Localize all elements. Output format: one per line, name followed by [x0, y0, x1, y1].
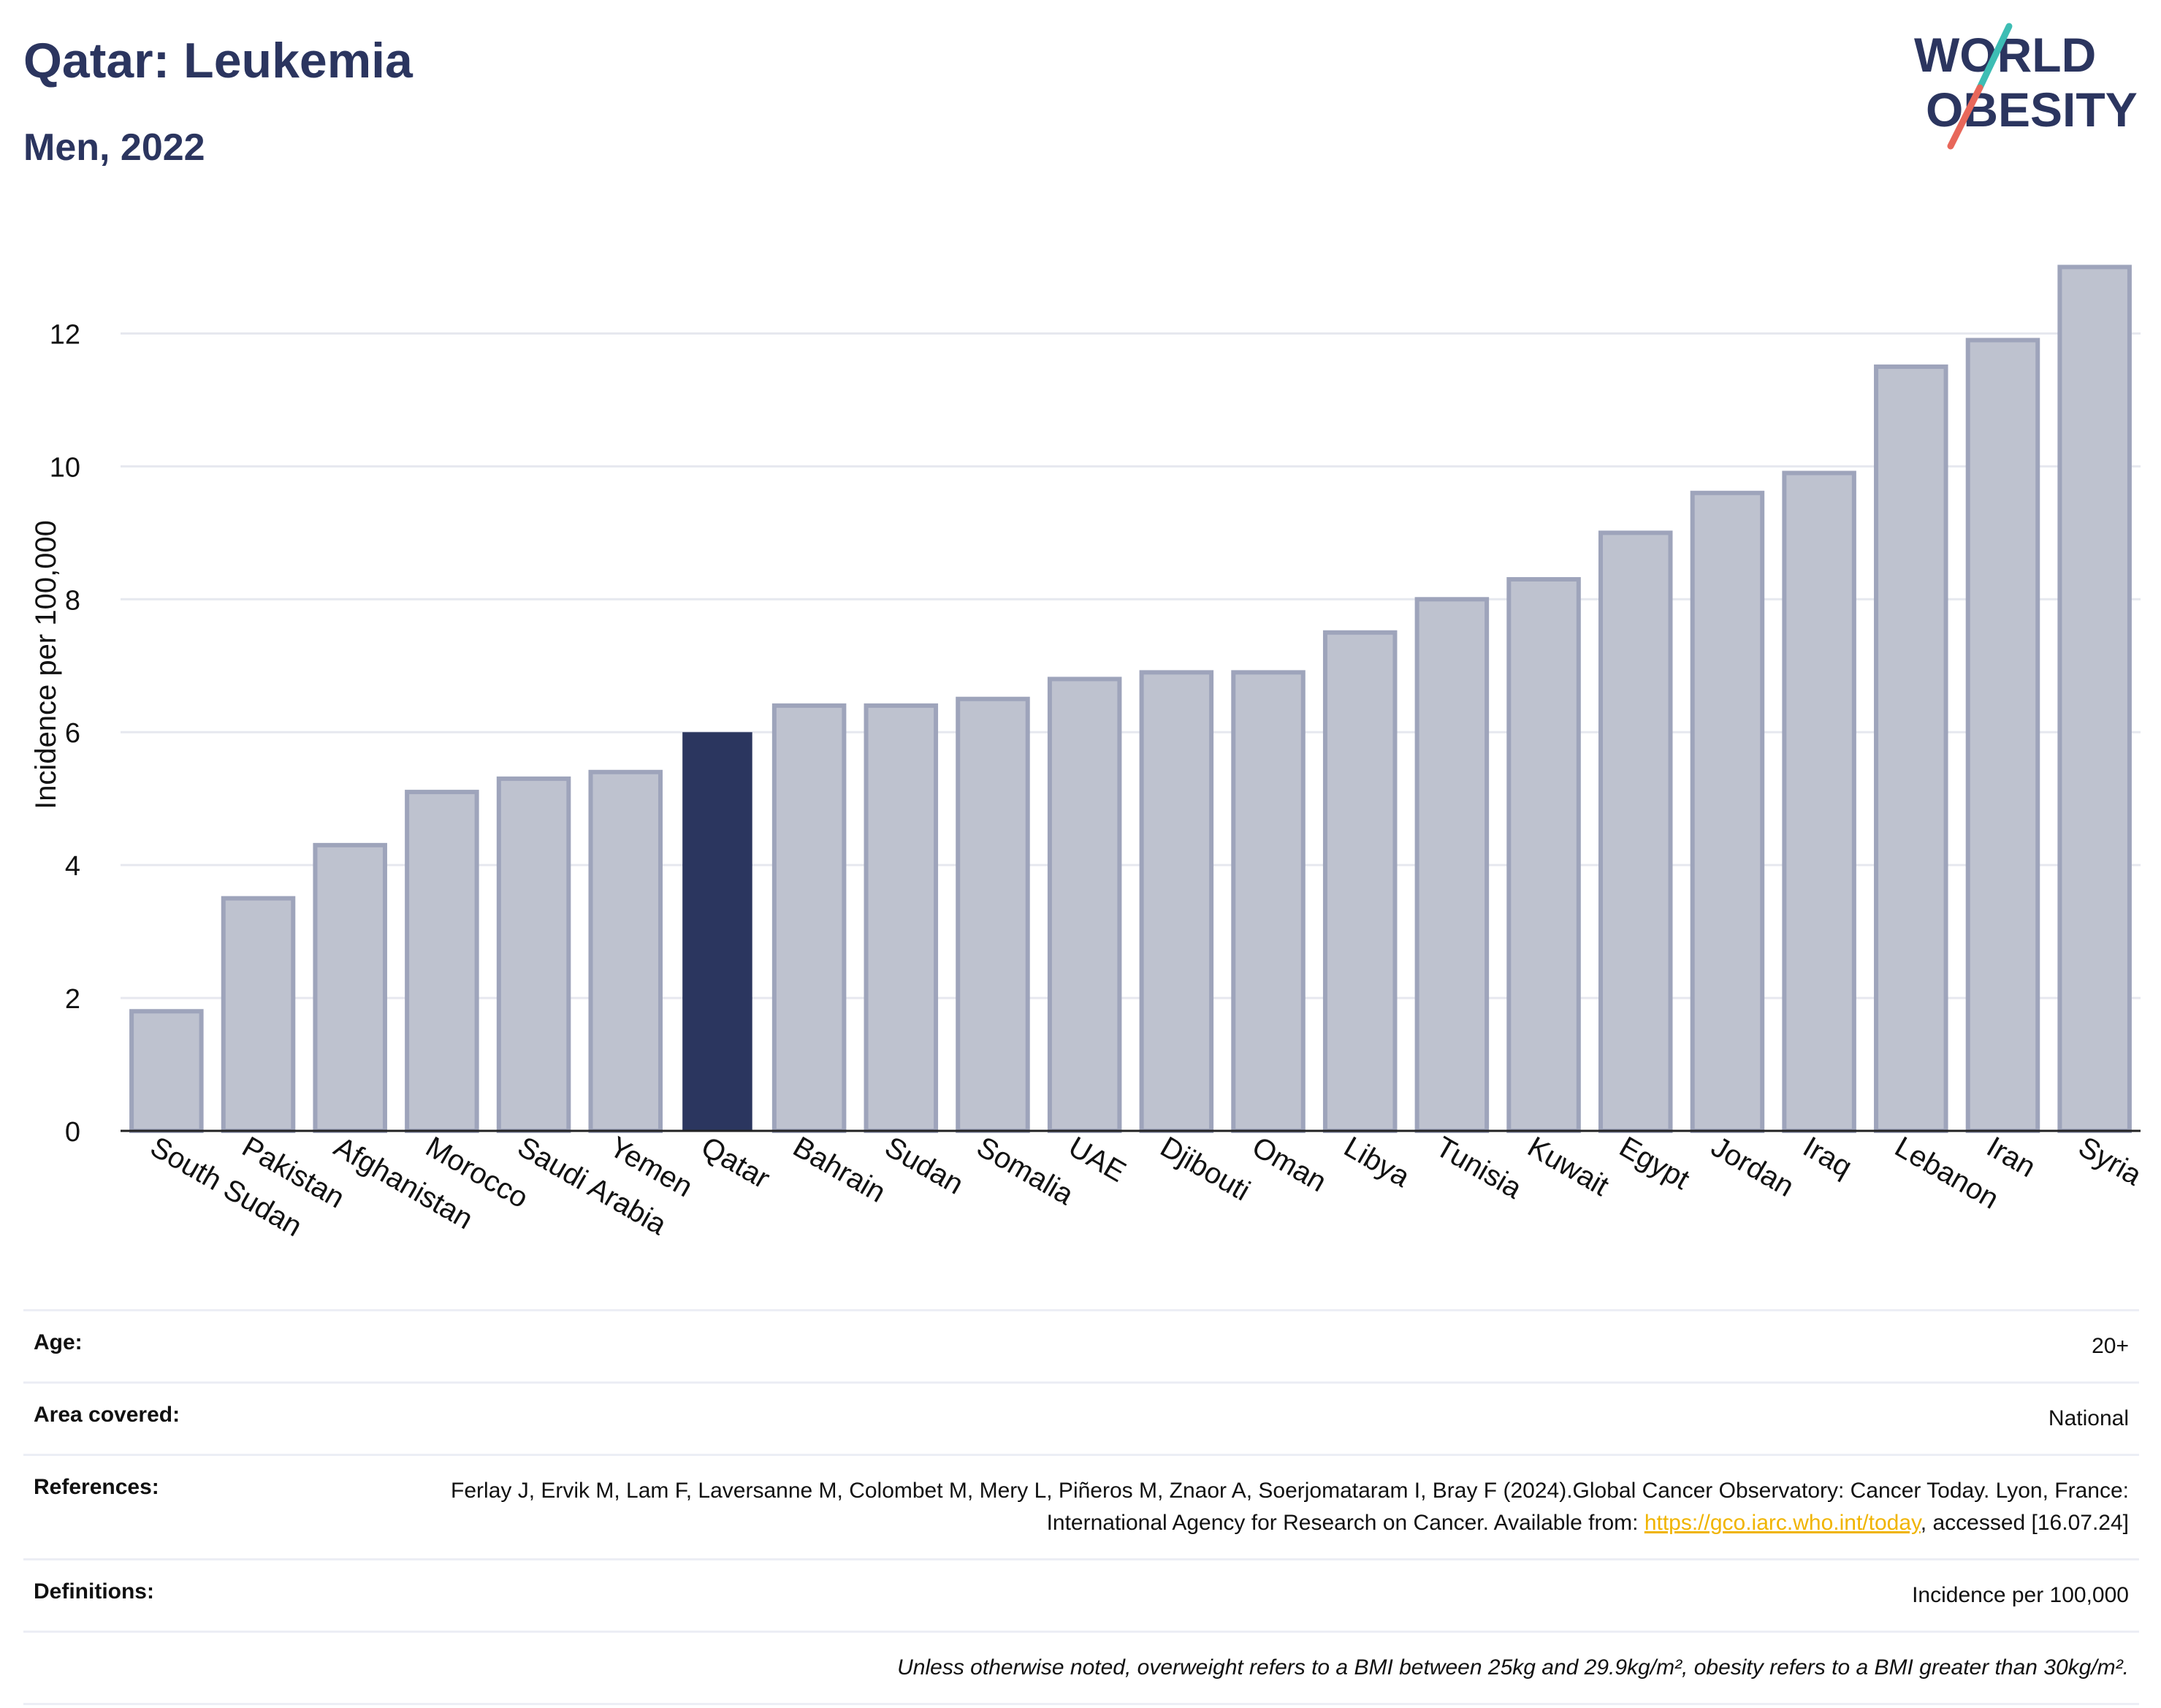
x-tick-label: Somalia [971, 1131, 1079, 1212]
references-link[interactable]: https://gco.iarc.who.int/today [1644, 1511, 1921, 1535]
bar-qatar [682, 732, 752, 1131]
y-tick-label: 4 [65, 851, 80, 882]
x-tick-label: Libya [1338, 1131, 1415, 1194]
y-tick-label: 8 [65, 585, 80, 616]
x-tick-label: Oman [1247, 1131, 1332, 1199]
x-tick-label: Iraq [1798, 1131, 1858, 1184]
info-row-references: References: Ferlay J, Ervik M, Lam F, La… [23, 1454, 2139, 1558]
bar-libya [1322, 630, 1398, 1133]
info-row-note: Unless otherwise noted, overweight refer… [23, 1631, 2139, 1705]
chart-subtitle: Men, 2022 [23, 126, 205, 169]
world-obesity-logo: WORLD OBESITY [1914, 23, 2138, 150]
bar-iran [1965, 338, 2040, 1133]
x-tick-label: Tunisia [1430, 1131, 1528, 1205]
y-tick-label: 6 [65, 718, 80, 749]
age-label: Age: [34, 1330, 83, 1354]
x-tick-label: Egypt [1614, 1131, 1695, 1196]
bar-yemen [588, 769, 663, 1133]
x-tick-label: Syria [2073, 1131, 2148, 1192]
x-tick-label: Lebanon [1889, 1131, 2004, 1216]
x-tick-label: Djibouti [1155, 1131, 1256, 1208]
bar-morocco [405, 790, 479, 1133]
references-text: Ferlay J, Ervik M, Lam F, Laversanne M, … [451, 1479, 2129, 1535]
area-label: Area covered: [34, 1403, 180, 1427]
bar-tunisia [1414, 597, 1490, 1133]
bar-oman [1231, 670, 1306, 1133]
bar-south-sudan [129, 1009, 204, 1134]
bar-afghanistan [313, 842, 387, 1133]
info-row-definitions: Definitions: Incidence per 100,000 [23, 1558, 2139, 1631]
bar-somalia [956, 696, 1030, 1133]
references-accessed: , accessed [16.07.24] [1920, 1511, 2129, 1535]
bar-jordan [1690, 490, 1765, 1133]
x-tick-label: Sudan [880, 1131, 969, 1201]
bar-uae [1047, 676, 1122, 1133]
info-row-area: Area covered: National [23, 1381, 2139, 1454]
y-tick-label: 12 [50, 319, 80, 350]
references-value: Ferlay J, Ervik M, Lam F, Laversanne M, … [449, 1475, 2129, 1539]
y-tick-label: 2 [65, 984, 80, 1015]
bars [129, 264, 2132, 1134]
bar-lebanon [1874, 364, 1948, 1134]
area-value: National [2048, 1406, 2129, 1430]
bar-sudan [864, 703, 939, 1133]
definitions-value: Incidence per 100,000 [1912, 1583, 2129, 1607]
chart-title: Qatar: Leukemia [23, 33, 413, 88]
bar-saudi-arabia [496, 776, 571, 1133]
info-table: Age: 20+ Area covered: National Referenc… [23, 1309, 2139, 1705]
references-label: References: [34, 1475, 159, 1499]
definitions-label: Definitions: [34, 1579, 154, 1604]
logo-slash-bottom [1947, 84, 1983, 150]
info-row-age: Age: 20+ [23, 1309, 2139, 1381]
bmi-note: Unless otherwise noted, overweight refer… [897, 1655, 2129, 1680]
age-value: 20+ [2092, 1334, 2129, 1358]
bar-kuwait [1506, 577, 1581, 1134]
bar-egypt [1598, 530, 1673, 1134]
bar-iraq [1782, 470, 1856, 1133]
bar-djibouti [1139, 670, 1214, 1133]
x-tick-label: Kuwait [1522, 1131, 1615, 1202]
x-tick-label: Qatar [695, 1131, 775, 1195]
bar-syria [2057, 264, 2132, 1134]
x-tick-label: Jordan [1706, 1131, 1799, 1203]
x-tick-label: Bahrain [788, 1131, 891, 1209]
logo-slash-top [1976, 23, 2013, 91]
y-axis-label: Incidence per 100,000 [30, 520, 62, 809]
bar-pakistan [221, 896, 296, 1133]
y-tick-label: 0 [65, 1117, 80, 1148]
x-tick-label: Iran [1981, 1131, 2041, 1184]
y-tick-label: 10 [50, 452, 80, 483]
bar-bahrain [771, 703, 847, 1133]
